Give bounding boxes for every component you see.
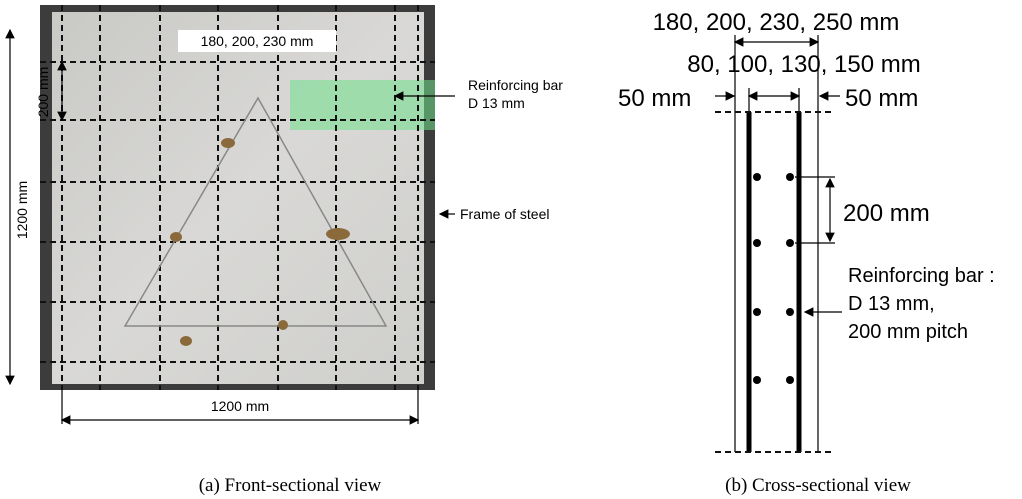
bar-label: D 13 mm,: [848, 293, 935, 315]
front-photo: [40, 5, 435, 390]
bar-dots: [753, 173, 794, 384]
height-label: 1200 mm: [14, 181, 30, 239]
bar-label: 200 mm pitch: [848, 321, 968, 343]
cut-lines: [715, 112, 835, 452]
width-label: 180, 200, 230 mm: [201, 33, 314, 49]
caption: (b) Cross-sectional view: [725, 475, 911, 496]
right-cover-label: 50 mm: [845, 85, 918, 112]
inner-width-label: 80, 100, 130, 150 mm: [687, 51, 920, 78]
caption: (a) Front-sectional view: [199, 475, 382, 496]
bar-label: Reinforcing bar :: [848, 265, 995, 287]
spacing-label: 200 mm: [843, 200, 930, 227]
figure: 180, 200, 230 mm 200 mm 1200 mm 1200 mm …: [0, 0, 1022, 499]
spacing-label: 200 mm: [35, 67, 51, 118]
frame-label: Frame of steel: [460, 206, 549, 222]
bottom-label: 1200 mm: [211, 398, 269, 414]
bar-label: D 13 mm: [468, 95, 525, 111]
left-cover-label: 50 mm: [618, 85, 691, 112]
outer-width-label: 180, 200, 230, 250 mm: [653, 9, 900, 36]
bar-label: Reinforcing bar: [468, 77, 563, 93]
